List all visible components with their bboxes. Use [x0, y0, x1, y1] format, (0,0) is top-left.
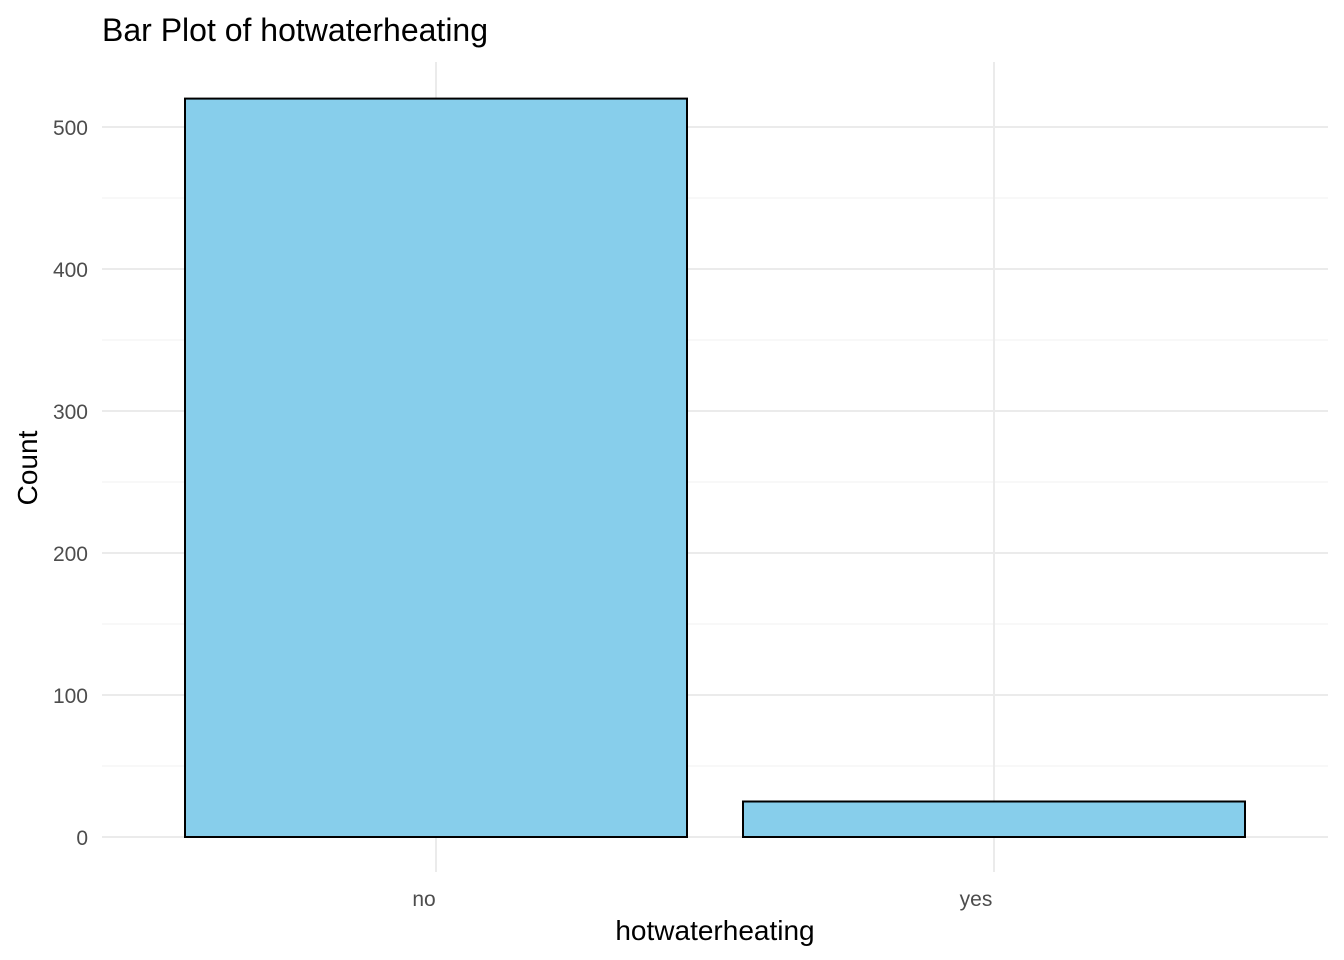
bar-no	[184, 97, 688, 839]
bar-yes	[742, 800, 1246, 838]
y-axis-ticks: 0 100 200 300 400 500	[53, 117, 88, 850]
x-tick-label: no	[412, 888, 435, 911]
y-tick-label: 0	[76, 827, 88, 850]
y-tick-label: 100	[53, 685, 88, 708]
x-axis-title: hotwaterheating	[615, 915, 814, 946]
y-axis-title: Count	[12, 430, 43, 505]
y-tick-label: 200	[53, 543, 88, 566]
x-tick-label: yes	[960, 888, 993, 911]
y-tick-label: 500	[53, 117, 88, 140]
y-tick-label: 400	[53, 259, 88, 282]
x-axis-ticks: no yes	[412, 888, 992, 911]
y-tick-label: 300	[53, 401, 88, 424]
bars	[184, 97, 1246, 839]
chart-title: Bar Plot of hotwaterheating	[102, 12, 488, 48]
